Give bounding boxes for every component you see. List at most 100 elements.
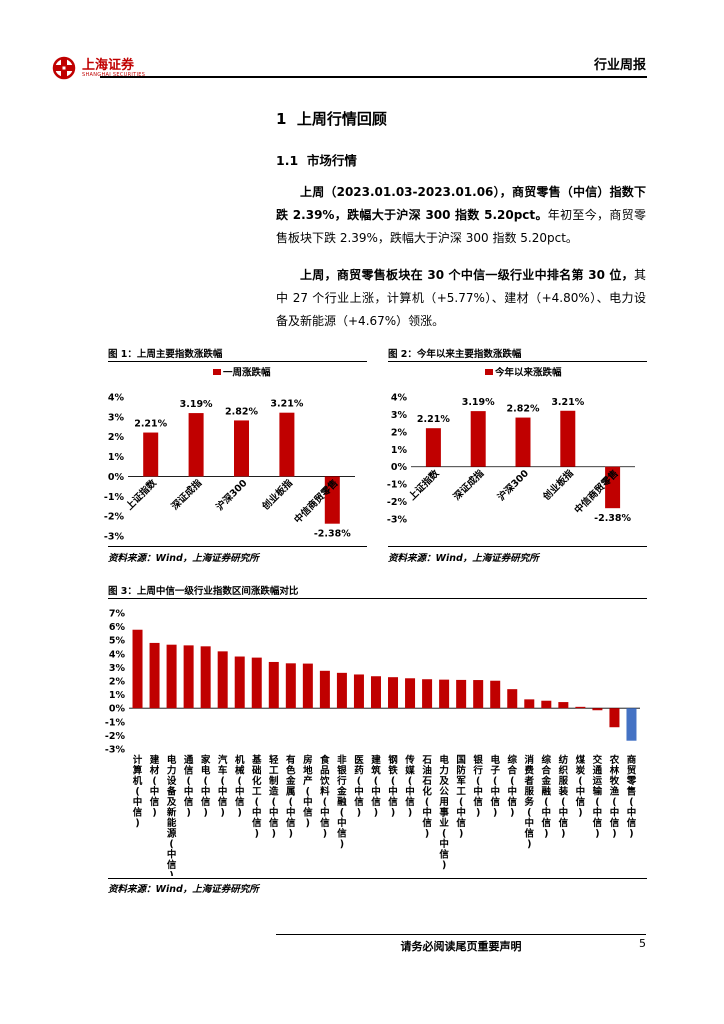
x-category-label: 消费者服务(中信) [524, 754, 535, 850]
x-category-label: 石油石化(中信) [421, 755, 432, 840]
x-category-label: 有色金属(中信) [285, 754, 296, 840]
subsection-heading: 1.1 市场行情 [276, 150, 357, 169]
x-category-label: 银行(中信) [472, 754, 483, 819]
legend-label: 今年以来涨跌幅 [494, 367, 562, 379]
logo-cn-text: 上海证券 [82, 57, 135, 73]
bar [353, 674, 364, 709]
y-tick-label: 3% [391, 410, 408, 421]
x-category-label: 基础化工(中信) [251, 754, 262, 840]
x-category-label: 家电(中信) [201, 754, 211, 819]
x-category-label: 非银行金融(中信) [336, 754, 347, 850]
bar [388, 677, 399, 709]
y-tick-label: 7% [109, 609, 126, 620]
x-category-label: 电子(中信) [490, 754, 500, 819]
y-tick-label: 6% [109, 622, 126, 633]
y-tick-label: 1% [391, 445, 408, 456]
figure-2-title: 图 2：今年以来主要指数涨跌幅 [388, 349, 522, 360]
figure-1-top-rule [108, 361, 367, 362]
figure-3-bottom-rule [108, 878, 647, 879]
y-tick-label: -1% [104, 492, 125, 503]
x-category-label: 交通运输(中信) [593, 754, 603, 840]
bar [470, 411, 486, 467]
figure-1-source: 资料来源：Wind，上海证券研究所 [108, 553, 259, 564]
bar [425, 428, 441, 467]
bar [439, 679, 450, 709]
bar [490, 680, 501, 709]
bar-value-label: 3.19% [180, 399, 213, 410]
x-category-label: 电力设备及新能源(中信) [166, 754, 177, 876]
bar [183, 645, 194, 709]
legend-swatch [485, 369, 493, 375]
figure-3-title: 图 3：上周中信一级行业指数区间涨跌幅对比 [108, 586, 299, 597]
header-rule [100, 76, 647, 78]
bar [456, 679, 467, 709]
section-title: 上周行情回顾 [296, 110, 387, 128]
x-category-label: 传媒(中信) [404, 754, 415, 819]
bar [609, 708, 620, 728]
figure-3-chart: -3% -2% -1% 0% 1% 2% 3% 4% 5% 6% 7% 计算机(中信) 建材(中信) 电力… [105, 609, 640, 876]
x-category-label: 医药(中信) [354, 755, 364, 819]
x-category-label: 汽车(中信) [218, 754, 228, 819]
page-number: 5 [639, 937, 646, 950]
bar [626, 708, 637, 741]
y-tick-label: 2% [108, 432, 125, 443]
y-tick-label: 0% [108, 472, 125, 483]
section-number: 1 [276, 110, 287, 128]
bar [515, 417, 531, 467]
figure-1-chart: 一周涨跌幅 -3% -2% -1% 0% 1% 2% 3% 4% 2.21% 上证指数 3.19% 深证… [104, 367, 355, 543]
bar-value-label: 3.21% [551, 397, 584, 408]
x-category-label: 房地产(中信) [303, 754, 313, 829]
bar-value-label: -2.38% [314, 529, 351, 540]
footer-rule [276, 934, 646, 935]
paragraph-1-text: 年初至今，商贸零售板块下跌 2.39%，跌幅大于沪深 300 指数 5.20pc… [276, 208, 646, 245]
figure-3-source: 资料来源：Wind，上海证券研究所 [108, 884, 259, 895]
section-heading: 1 上周行情回顾 [276, 108, 387, 129]
bar [132, 629, 143, 709]
bar [560, 410, 576, 467]
bar [279, 412, 295, 477]
paragraph-2-bold: 上周，商贸零售板块在 30 个中信一级行业中排名第 30 位， [300, 268, 634, 282]
y-tick-label: -2% [105, 731, 126, 742]
y-tick-label: 5% [109, 636, 126, 647]
figure-2-bottom-rule [388, 546, 647, 547]
y-tick-label: 0% [391, 462, 408, 473]
bar [558, 702, 569, 709]
x-category-label: 沪深300 [495, 467, 531, 503]
bar [592, 708, 603, 711]
footer-disclaimer: 请务必阅读尾页重要声明 [400, 940, 522, 953]
y-tick-label: 4% [108, 393, 125, 404]
bar-value-label: 3.21% [270, 399, 303, 410]
x-category-label: 煤炭(中信) [576, 754, 586, 819]
x-category-label: 综合(中信) [507, 754, 517, 819]
x-category-label: 计算机(中信) [133, 754, 143, 829]
paragraph-2: 上周，商贸零售板块在 30 个中信一级行业中排名第 30 位，其中 27 个行业… [276, 264, 646, 333]
y-tick-label: -1% [105, 717, 126, 728]
bar-value-label: 3.19% [462, 397, 495, 408]
x-category-label: 建材(中信) [149, 754, 160, 819]
bar [217, 651, 228, 709]
y-tick-label: -2% [387, 497, 408, 508]
y-tick-label: -3% [105, 745, 126, 756]
paragraph-1: 上周（2023.01.03-2023.01.06），商贸零售（中信）指数下跌 2… [276, 181, 646, 250]
company-logo: 上海证券 SHANGHAI SECURITIES [52, 56, 172, 80]
bar [319, 670, 330, 709]
bar [200, 646, 211, 709]
bar [251, 657, 262, 709]
bar-value-label: 2.82% [225, 406, 258, 417]
bar [422, 679, 433, 709]
y-tick-label: 1% [108, 452, 125, 463]
paragraph-2-text: 其中 27 个行业上涨，计算机（+5.77%）、建材（+4.80%）、电力设备及… [276, 268, 646, 328]
y-tick-label: 1% [109, 690, 126, 701]
figure-2-top-rule [388, 361, 647, 362]
figure-2-source: 资料来源：Wind，上海证券研究所 [388, 553, 539, 564]
figure-1-bottom-rule [108, 546, 367, 547]
x-category-label: 深证成指 [451, 467, 487, 503]
x-category-label: 食品饮料(中信) [319, 754, 330, 840]
y-tick-label: 3% [109, 663, 126, 674]
bar [234, 420, 249, 477]
bar [143, 432, 159, 477]
bar [324, 476, 340, 524]
bar [149, 642, 160, 709]
x-category-label: 沪深300 [214, 477, 250, 513]
y-tick-label: 0% [109, 704, 126, 715]
